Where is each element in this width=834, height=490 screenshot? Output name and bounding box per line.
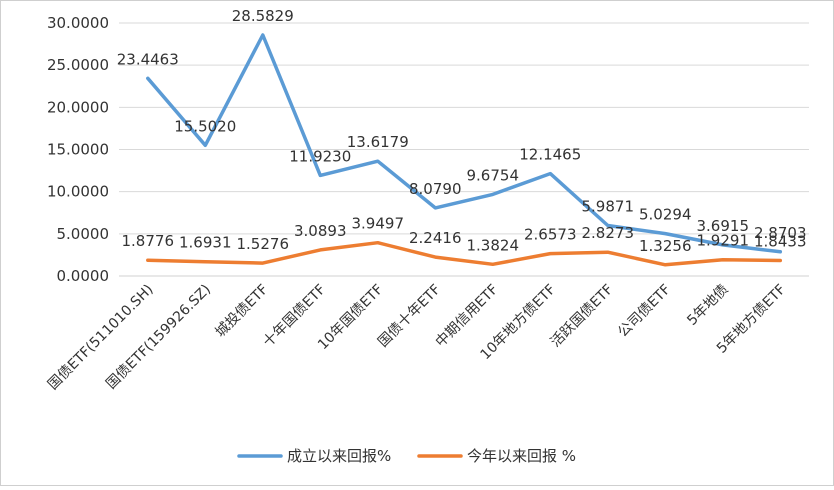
y-tick-label: 20.0000 <box>47 98 109 116</box>
data-label: 1.5276 <box>237 235 290 253</box>
data-label: 12.1465 <box>519 146 581 164</box>
x-axis-ticks: 国债ETF(511010.SH)国债ETF(159926.SZ)城投债ETF十年… <box>45 282 789 394</box>
data-label: 15.5020 <box>174 117 236 135</box>
y-tick-label: 5.0000 <box>57 225 110 243</box>
series-line-since-inception <box>146 33 783 254</box>
data-label: 9.6754 <box>467 166 520 184</box>
legend-label-ytd: 今年以来回报 % <box>467 447 576 465</box>
data-label: 1.9291 <box>697 232 750 250</box>
data-label: 13.6179 <box>347 133 409 151</box>
data-label: 2.6573 <box>524 226 577 244</box>
y-tick-label: 25.0000 <box>47 56 109 74</box>
x-tick-label: 5年地债 <box>684 282 731 329</box>
y-tick-label: 30.0000 <box>47 14 109 32</box>
data-label: 5.0294 <box>639 206 692 224</box>
data-label: 1.3256 <box>639 237 692 255</box>
data-label: 2.2416 <box>409 229 462 247</box>
gridlines <box>119 22 809 235</box>
data-label: 3.6915 <box>697 217 750 235</box>
y-tick-label: 0.0000 <box>57 267 110 285</box>
x-tick-label: 公司债ETF <box>615 282 674 341</box>
data-label: 23.4463 <box>117 50 179 68</box>
data-label: 1.3824 <box>467 236 520 254</box>
y-tick-label: 15.0000 <box>47 141 109 159</box>
y-axis-ticks: 0.0000 5.0000 10.0000 15.0000 20.0000 25.0000… <box>47 14 109 285</box>
data-label: 8.0790 <box>409 180 462 198</box>
x-tick-label: 国债ETF(511010.SH) <box>45 282 157 394</box>
data-label: 28.5829 <box>232 7 294 25</box>
data-label: 1.8433 <box>754 232 807 250</box>
x-tick-label: 城投债ETF <box>213 282 272 341</box>
x-tick-label: 国债ETF(159926.SZ) <box>103 282 214 393</box>
data-label: 3.9497 <box>352 215 405 233</box>
legend: 成立以来回报% 今年以来回报 % <box>237 447 576 465</box>
series <box>146 33 783 267</box>
data-label: 5.9871 <box>582 198 635 216</box>
data-label: 1.8776 <box>122 232 175 250</box>
legend-label-since-inception: 成立以来回报% <box>287 447 391 465</box>
y-tick-label: 10.0000 <box>47 183 109 201</box>
data-label: 3.0893 <box>294 222 347 240</box>
data-label: 11.9230 <box>289 147 351 165</box>
data-label: 2.8703 <box>754 224 807 242</box>
data-label: 1.6931 <box>179 234 232 252</box>
series-line-ytd <box>146 240 783 267</box>
data-label: 2.8273 <box>582 224 635 242</box>
